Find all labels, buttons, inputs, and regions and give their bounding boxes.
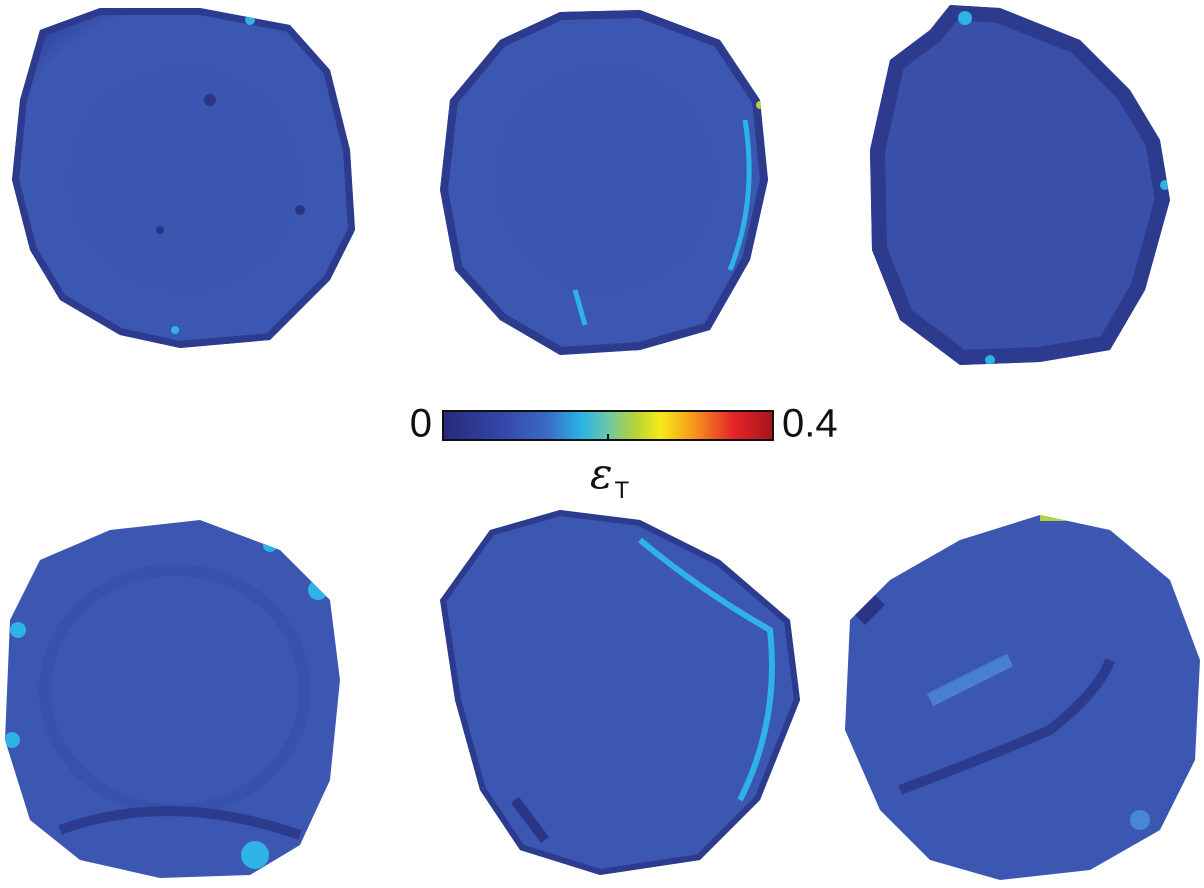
- colorbar: 0 0.4 εT: [410, 402, 838, 504]
- strain-map: [860, 0, 1180, 370]
- strain-map: [840, 510, 1204, 888]
- colorbar-title: εT: [590, 449, 630, 504]
- subscript: T: [615, 477, 630, 504]
- colorbar-min-label: 0: [410, 402, 432, 446]
- symbol: ε: [590, 449, 613, 498]
- strain-map: [0, 0, 370, 360]
- page: {"colorbar": {"lim": [0, 0.4], "ticks": …: [0, 0, 1204, 888]
- strain-map: [430, 500, 810, 880]
- strain-map: [0, 510, 350, 888]
- strain-map: [430, 0, 780, 360]
- colorbar-max-label: 0.4: [782, 402, 838, 446]
- figure: 0 0.4 εT: [0, 0, 1204, 888]
